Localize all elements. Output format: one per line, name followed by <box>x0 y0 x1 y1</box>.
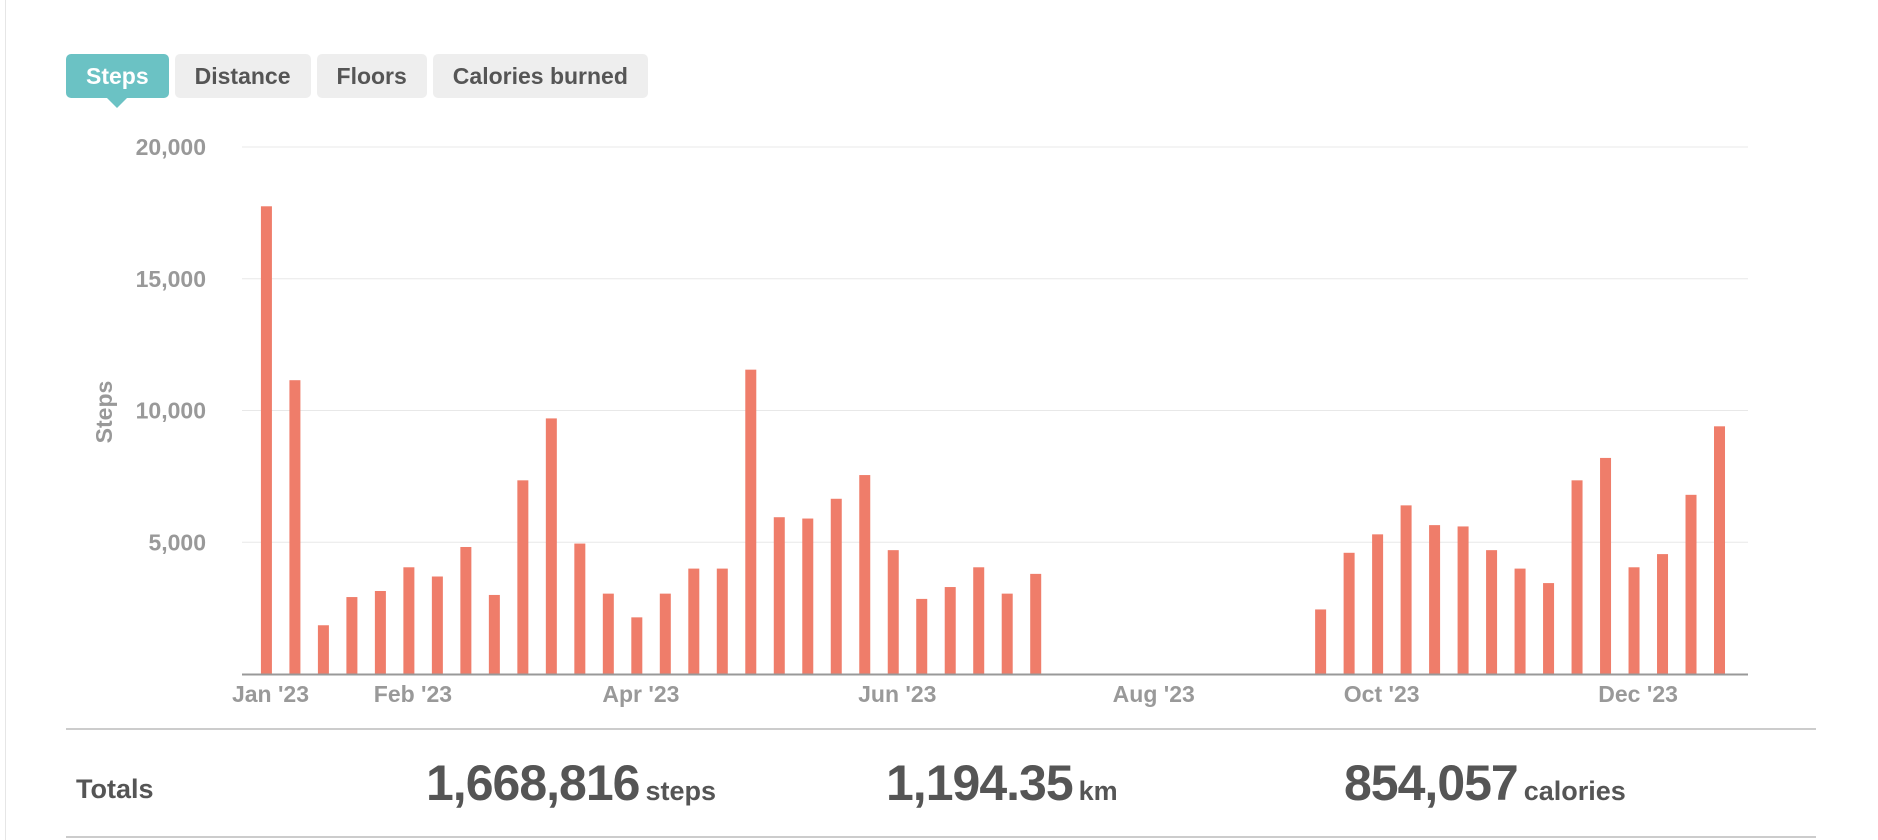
bar-week <box>545 418 557 674</box>
bar-week <box>1628 567 1640 674</box>
bar-week <box>431 576 443 674</box>
tab-floors[interactable]: Floors <box>316 54 427 98</box>
bar-week <box>317 625 329 674</box>
bar-week <box>944 587 956 674</box>
bar-week <box>802 518 814 674</box>
total-distance-value: 1,194.35 <box>886 755 1074 811</box>
totals-bar: Totals 1,668,816 steps 1,194.35 km 854,057… <box>66 728 1816 838</box>
bar-week <box>1657 554 1669 674</box>
totals-label: Totals <box>76 774 154 804</box>
bar-week <box>745 369 757 674</box>
x-tick-label: Jun '23 <box>858 681 936 707</box>
bar-week <box>1001 593 1013 674</box>
bar-week <box>859 475 871 674</box>
bar-week <box>517 480 529 674</box>
total-steps-unit: steps <box>645 776 716 806</box>
bar-week <box>916 598 928 674</box>
tab-distance[interactable]: Distance <box>174 54 311 98</box>
tab-steps[interactable]: Steps <box>66 54 169 108</box>
total-calories-unit: calories <box>1523 776 1626 806</box>
x-tick-label: Oct '23 <box>1344 681 1420 707</box>
total-distance: 1,194.35 km <box>886 754 1118 812</box>
bar-week <box>659 593 671 674</box>
total-calories: 854,057 calories <box>1344 754 1626 812</box>
tab-calories-burned[interactable]: Calories burned <box>432 54 648 98</box>
frame-border <box>5 0 6 840</box>
bar-week <box>1372 534 1384 674</box>
bar-week <box>830 498 842 674</box>
bar-week <box>1486 550 1498 674</box>
total-steps: 1,668,816 steps <box>426 754 716 812</box>
bar-week <box>887 550 899 674</box>
bar-week <box>260 206 272 674</box>
steps-bar-chart: 5,000 10,000 15,000 20,000 Jan '23 Feb '23 Apr… <box>91 134 1748 707</box>
bar-week <box>374 590 386 674</box>
bar-week <box>346 597 358 674</box>
chart-gridlines <box>242 146 1748 543</box>
bar-week <box>688 568 700 674</box>
total-steps-value: 1,668,816 <box>426 755 640 811</box>
chart-axes: 5,000 10,000 15,000 20,000 Jan '23 Feb '23 Apr… <box>136 134 1748 707</box>
x-tick-label: Jan '23 <box>232 681 309 707</box>
bar-week <box>1315 609 1327 674</box>
bar-week <box>488 594 500 674</box>
y-tick-label: 20,000 <box>136 134 206 160</box>
bar-week <box>716 568 728 674</box>
bar-week <box>973 567 985 674</box>
y-tick-label: 10,000 <box>136 398 206 424</box>
chart-bars <box>260 206 1726 674</box>
x-tick-label: Apr '23 <box>602 681 679 707</box>
metric-tabs: Steps Distance Floors Calories burned <box>66 54 648 108</box>
bar-week <box>289 380 301 674</box>
bar-week <box>1030 573 1042 674</box>
bar-week <box>631 617 643 674</box>
y-axis-title: Steps <box>91 381 117 444</box>
x-tick-label: Aug '23 <box>1113 681 1195 707</box>
bar-week <box>773 517 785 674</box>
bar-week <box>1600 457 1612 674</box>
bar-week <box>1457 526 1469 674</box>
bar-week <box>1343 552 1355 674</box>
bar-week <box>1714 426 1726 674</box>
total-calories-value: 854,057 <box>1344 755 1519 811</box>
bar-week <box>1685 494 1697 674</box>
total-distance-unit: km <box>1078 776 1118 806</box>
bar-week <box>1400 505 1412 674</box>
x-tick-label: Feb '23 <box>374 681 452 707</box>
bar-week <box>1514 568 1526 674</box>
bar-week <box>460 546 472 674</box>
bar-week <box>1543 583 1555 674</box>
bar-week <box>1429 525 1441 674</box>
y-tick-label: 5,000 <box>148 529 206 555</box>
bar-week <box>574 543 586 674</box>
bar-week <box>1571 480 1583 674</box>
y-tick-label: 15,000 <box>136 266 206 292</box>
bar-week <box>403 567 415 674</box>
bar-week <box>602 593 614 674</box>
x-tick-label: Dec '23 <box>1598 681 1678 707</box>
